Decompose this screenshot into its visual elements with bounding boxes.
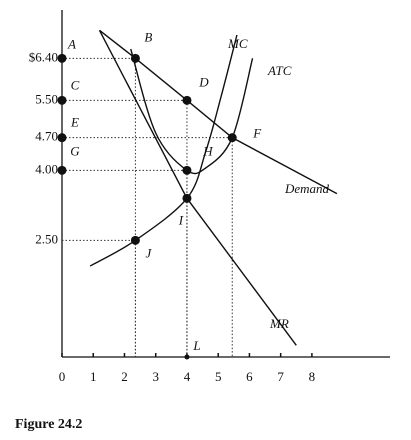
- point-label: B: [144, 29, 152, 44]
- x-tick-label: 4: [184, 369, 191, 384]
- x-tick-label: 5: [215, 369, 222, 384]
- y-tick-label: 4.00: [35, 161, 58, 176]
- point-label: L: [192, 338, 200, 353]
- x-tick-label: 8: [309, 369, 316, 384]
- point: [57, 165, 67, 175]
- x-tick-label: 6: [246, 369, 253, 384]
- curve-label: MC: [227, 36, 248, 51]
- y-tick-label: 4.70: [35, 129, 58, 144]
- point: [227, 133, 237, 143]
- x-tick-label: 1: [90, 369, 97, 384]
- point-label: J: [146, 245, 153, 260]
- point-label: G: [70, 143, 80, 158]
- y-tick-label: $6.40: [29, 49, 58, 64]
- point-label: D: [198, 74, 209, 89]
- point-label: E: [70, 115, 79, 130]
- point-label: H: [202, 143, 213, 158]
- point: [182, 165, 192, 175]
- point-label: A: [67, 36, 76, 51]
- y-tick-label: 2.50: [35, 231, 58, 246]
- point: [184, 354, 190, 360]
- x-tick-label: 0: [59, 369, 66, 384]
- point: [130, 235, 140, 245]
- curve: [89, 34, 238, 267]
- caption: Figure 24.2: [15, 417, 82, 432]
- point-label: I: [178, 212, 184, 227]
- curve-label: MR: [269, 316, 289, 331]
- curve-label: ATC: [267, 63, 292, 78]
- x-tick-label: 7: [277, 369, 284, 384]
- point: [57, 133, 67, 143]
- point: [130, 53, 140, 63]
- point: [182, 193, 192, 203]
- y-tick-label: 5.50: [35, 91, 58, 106]
- point-label: C: [71, 77, 80, 92]
- point: [57, 95, 67, 105]
- curve: [130, 48, 254, 175]
- x-tick-label: 2: [121, 369, 128, 384]
- point-label: F: [252, 126, 262, 141]
- point: [182, 95, 192, 105]
- x-tick-label: 3: [152, 369, 159, 384]
- point: [57, 53, 67, 63]
- curve: [98, 30, 297, 346]
- curve-label: Demand: [284, 181, 330, 196]
